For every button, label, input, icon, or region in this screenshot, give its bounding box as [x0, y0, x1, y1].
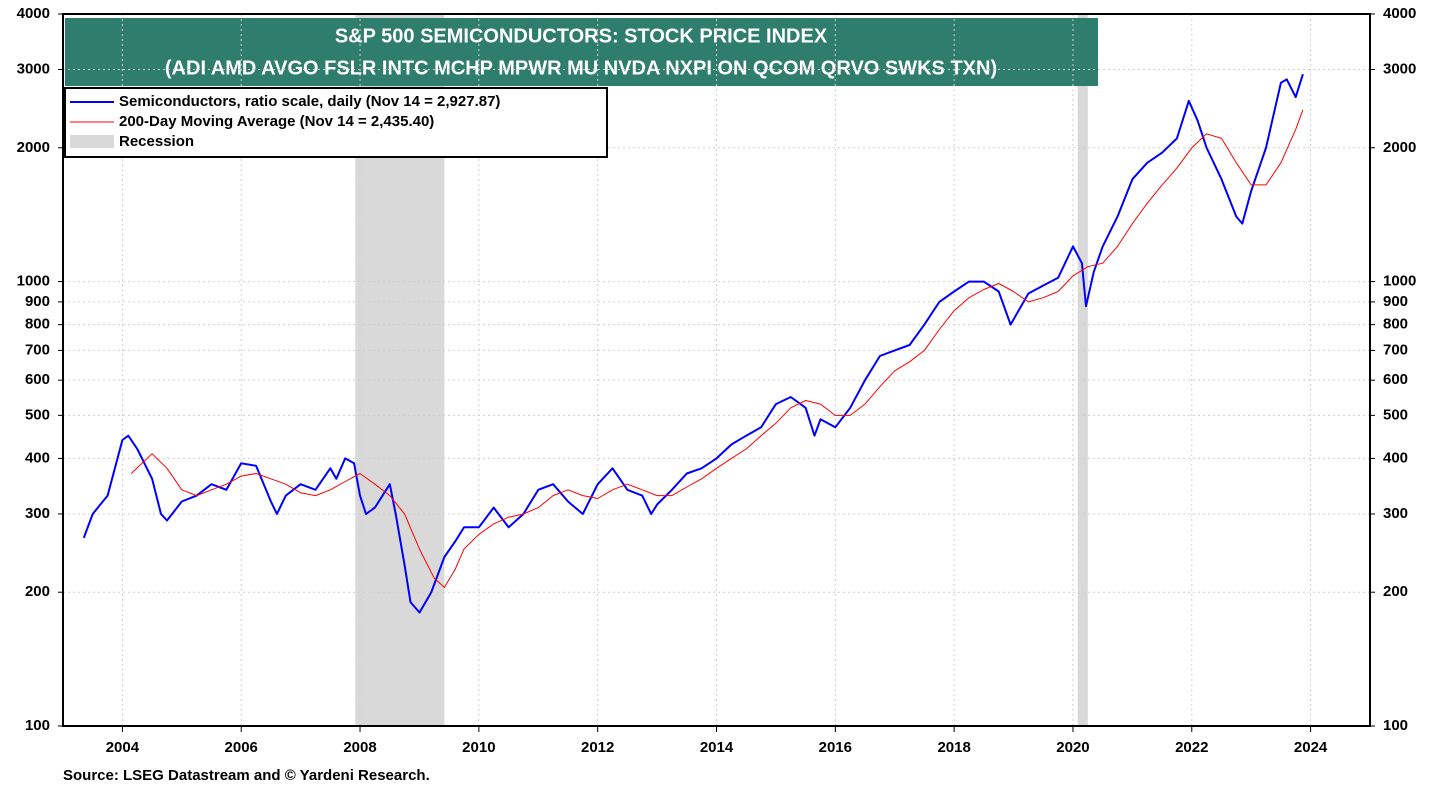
x-tick-label: 2020 — [1056, 739, 1089, 756]
x-tick-label: 2008 — [343, 739, 376, 756]
legend: Semiconductors, ratio scale, daily (Nov … — [64, 87, 608, 158]
x-tick-label: 2018 — [937, 739, 970, 756]
legend-label: 200-Day Moving Average (Nov 14 = 2,435.4… — [119, 113, 434, 130]
legend-box — [64, 87, 608, 158]
title-box — [65, 18, 1098, 86]
y2-tick-label: 400 — [1383, 449, 1408, 466]
y-tick-label: 400 — [25, 449, 50, 466]
recession-band — [1077, 14, 1088, 726]
y-tick-label: 800 — [25, 316, 50, 333]
y-tick-label: 600 — [25, 371, 50, 388]
y-tick-label: 3000 — [17, 60, 50, 77]
legend-label: Semiconductors, ratio scale, daily (Nov … — [119, 93, 500, 110]
y2-tick-label: 1000 — [1383, 273, 1416, 290]
series-line — [130, 109, 1304, 588]
y-tick-label: 700 — [25, 341, 50, 358]
x-tick-label: 2010 — [462, 739, 495, 756]
chart-subtitle: (ADI AMD AVGO FSLR INTC MCHP MPWR MU NVD… — [165, 57, 997, 79]
source: Source: LSEG Datastream and © Yardeni Re… — [63, 767, 430, 784]
y2-tick-label: 2000 — [1383, 139, 1416, 156]
y2-tick-label: 200 — [1383, 583, 1408, 600]
legend-swatch — [70, 135, 114, 148]
x-tick-label: 2024 — [1294, 739, 1328, 756]
y2-tick-label: 300 — [1383, 505, 1408, 522]
legend-label: Recession — [119, 133, 194, 150]
y-tick-label: 300 — [25, 505, 50, 522]
y2-tick-label: 3000 — [1383, 60, 1416, 77]
y2-tick-label: 800 — [1383, 316, 1408, 333]
y2-tick-label: 100 — [1383, 717, 1408, 734]
y-tick-label: 900 — [25, 293, 50, 310]
y2-tick-label: 4000 — [1383, 5, 1416, 22]
y-tick-label: 200 — [25, 583, 50, 600]
x-tick-label: 2016 — [819, 739, 852, 756]
plot-frame — [62, 13, 1371, 727]
y-tick-label: 500 — [25, 406, 50, 423]
x-tick-label: 2006 — [225, 739, 258, 756]
series-line — [82, 73, 1304, 614]
chart-title: S&P 500 SEMICONDUCTORS: STOCK PRICE INDE… — [335, 25, 828, 47]
x-tick-label: 2004 — [106, 739, 140, 756]
y2-tick-label: 700 — [1383, 341, 1408, 358]
y-tick-label: 4000 — [17, 5, 50, 22]
y-tick-label: 100 — [25, 717, 50, 734]
x-tick-label: 2012 — [581, 739, 614, 756]
y-tick-label: 1000 — [17, 273, 50, 290]
y2-tick-label: 900 — [1383, 293, 1408, 310]
y-tick-label: 2000 — [17, 139, 50, 156]
y2-tick-label: 500 — [1383, 406, 1408, 423]
x-tick-label: 2014 — [700, 739, 734, 756]
y2-tick-label: 600 — [1383, 371, 1408, 388]
x-tick-label: 2022 — [1175, 739, 1208, 756]
